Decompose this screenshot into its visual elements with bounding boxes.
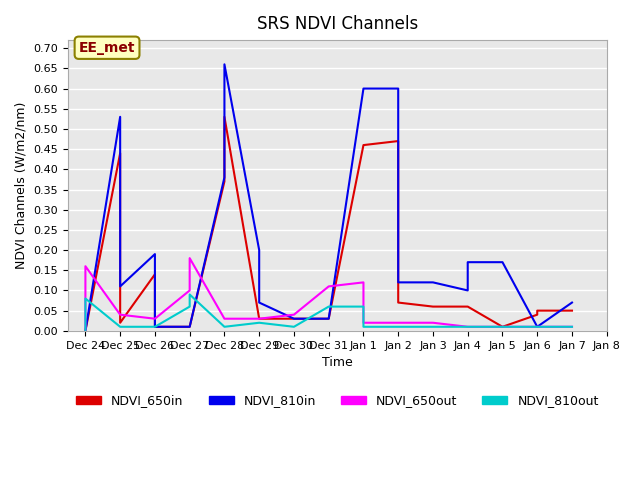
NDVI_810out bbox=[81, 296, 89, 301]
NDVI_650in bbox=[221, 114, 228, 120]
NDVI_650in bbox=[429, 304, 437, 310]
NDVI_650in bbox=[533, 308, 541, 313]
NDVI_650out bbox=[186, 255, 193, 261]
NDVI_650out bbox=[499, 324, 506, 330]
NDVI_650out bbox=[568, 324, 576, 330]
NDVI_810in bbox=[290, 316, 298, 322]
NDVI_650in bbox=[499, 324, 506, 330]
NDVI_650in bbox=[394, 138, 402, 144]
NDVI_810in bbox=[221, 175, 228, 180]
NDVI_650in bbox=[186, 324, 193, 330]
NDVI_650in bbox=[81, 328, 89, 334]
NDVI_810in bbox=[533, 324, 541, 330]
NDVI_810in bbox=[394, 86, 402, 92]
NDVI_810in bbox=[81, 328, 89, 334]
NDVI_650out bbox=[116, 312, 124, 318]
NDVI_810out bbox=[186, 304, 193, 310]
NDVI_650in bbox=[464, 304, 472, 310]
NDVI_810in bbox=[464, 288, 472, 293]
NDVI_650out bbox=[255, 316, 263, 322]
NDVI_810in bbox=[255, 300, 263, 305]
X-axis label: Time: Time bbox=[322, 356, 353, 369]
NDVI_810in bbox=[186, 324, 193, 330]
NDVI_810in bbox=[255, 247, 263, 253]
NDVI_810in bbox=[394, 279, 402, 285]
NDVI_650out bbox=[360, 320, 367, 325]
NDVI_810in bbox=[360, 86, 367, 92]
NDVI_650in bbox=[255, 316, 263, 322]
NDVI_810out bbox=[255, 320, 263, 325]
NDVI_810out bbox=[568, 324, 576, 330]
NDVI_650out bbox=[151, 316, 159, 322]
NDVI_810out bbox=[81, 328, 89, 334]
Line: NDVI_650in: NDVI_650in bbox=[85, 117, 572, 331]
NDVI_650in bbox=[290, 316, 298, 322]
NDVI_810in bbox=[464, 259, 472, 265]
NDVI_810in bbox=[499, 259, 506, 265]
NDVI_650out bbox=[429, 320, 437, 325]
NDVI_650out bbox=[533, 324, 541, 330]
Line: NDVI_810out: NDVI_810out bbox=[85, 295, 572, 331]
Legend: NDVI_650in, NDVI_810in, NDVI_650out, NDVI_810out: NDVI_650in, NDVI_810in, NDVI_650out, NDV… bbox=[71, 389, 604, 412]
NDVI_810in bbox=[221, 61, 228, 67]
NDVI_650in bbox=[221, 179, 228, 184]
NDVI_650in bbox=[533, 312, 541, 318]
NDVI_650out bbox=[394, 320, 402, 325]
Text: EE_met: EE_met bbox=[79, 41, 135, 55]
Line: NDVI_650out: NDVI_650out bbox=[85, 258, 572, 331]
NDVI_810out bbox=[360, 324, 367, 330]
NDVI_650out bbox=[81, 264, 89, 269]
NDVI_650out bbox=[325, 284, 333, 289]
NDVI_810out bbox=[360, 304, 367, 310]
NDVI_650in bbox=[360, 142, 367, 148]
NDVI_810out bbox=[394, 324, 402, 330]
NDVI_810out bbox=[151, 324, 159, 330]
NDVI_810out bbox=[464, 324, 472, 330]
NDVI_650in bbox=[568, 308, 576, 313]
NDVI_650in bbox=[116, 320, 124, 325]
NDVI_810out bbox=[325, 304, 333, 310]
NDVI_810in bbox=[151, 251, 159, 257]
Title: SRS NDVI Channels: SRS NDVI Channels bbox=[257, 15, 418, 33]
NDVI_650out bbox=[464, 324, 472, 330]
Y-axis label: NDVI Channels (W/m2/nm): NDVI Channels (W/m2/nm) bbox=[15, 102, 28, 269]
NDVI_650in bbox=[325, 316, 333, 322]
NDVI_810in bbox=[429, 279, 437, 285]
NDVI_810in bbox=[116, 284, 124, 289]
NDVI_810out bbox=[116, 324, 124, 330]
NDVI_810out bbox=[290, 324, 298, 330]
NDVI_650in bbox=[116, 150, 124, 156]
NDVI_650in bbox=[394, 300, 402, 305]
NDVI_810out bbox=[499, 324, 506, 330]
NDVI_650out bbox=[360, 279, 367, 285]
NDVI_650out bbox=[221, 316, 228, 322]
NDVI_650out bbox=[186, 288, 193, 293]
NDVI_650in bbox=[151, 271, 159, 277]
NDVI_810in bbox=[568, 300, 576, 305]
NDVI_810out bbox=[429, 324, 437, 330]
NDVI_810in bbox=[116, 114, 124, 120]
NDVI_810out bbox=[221, 324, 228, 330]
NDVI_810in bbox=[325, 316, 333, 322]
NDVI_810out bbox=[533, 324, 541, 330]
NDVI_650out bbox=[81, 328, 89, 334]
NDVI_650in bbox=[151, 324, 159, 330]
NDVI_650out bbox=[290, 312, 298, 318]
NDVI_810out bbox=[186, 292, 193, 298]
NDVI_810in bbox=[151, 324, 159, 330]
Line: NDVI_810in: NDVI_810in bbox=[85, 64, 572, 331]
